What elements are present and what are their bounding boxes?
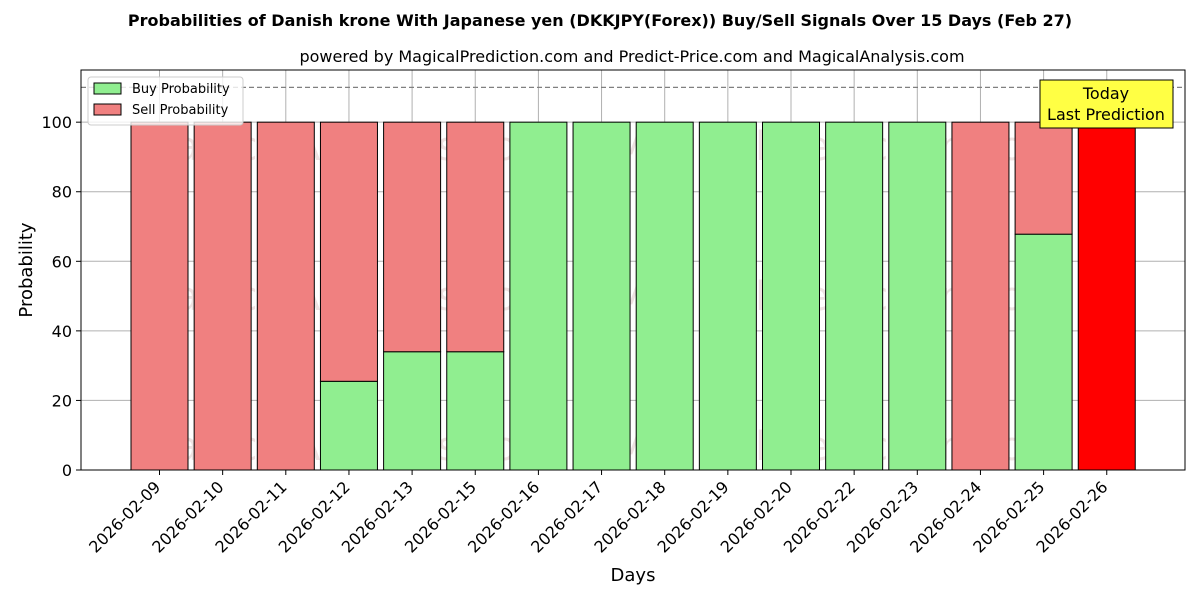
y-tick-label: 40 — [52, 322, 72, 341]
y-axis: 0 20 40 60 80 100 — [41, 113, 81, 480]
legend-swatch-buy — [93, 82, 122, 95]
bar-buy-2026-02-19 — [698, 121, 757, 471]
chart-title: Probabilities of Danish krone With Japan… — [128, 11, 1072, 30]
today-annotation: Today Last Prediction — [1039, 79, 1174, 129]
legend: Buy Probability Sell Probability — [87, 76, 244, 126]
y-axis-label: Probability — [16, 222, 37, 317]
x-axis: 2026-02-092026-02-102026-02-112026-02-12… — [85, 470, 1112, 557]
legend-label-sell: Sell Probability — [132, 103, 229, 118]
bar-sell-2026-02-26 — [1077, 121, 1136, 471]
annotation-line1: Today — [1082, 84, 1129, 103]
bar-buy-2026-02-13 — [383, 351, 442, 471]
plot-frame — [80, 69, 1186, 471]
legend-label-buy: Buy Probability — [132, 82, 230, 97]
bar-sell-2026-02-09 — [130, 121, 189, 471]
annotation-line2: Last Prediction — [1047, 105, 1165, 124]
bar-buy-2026-02-23 — [888, 121, 947, 471]
annotation-box — [1039, 79, 1174, 129]
y-tick-label: 60 — [52, 252, 72, 271]
bar-buy-2026-02-18 — [635, 121, 694, 471]
bar-buy-2026-02-22 — [825, 121, 884, 471]
bar-sell-2026-02-10 — [193, 121, 252, 471]
bar-buy-2026-02-15 — [446, 351, 505, 471]
bar-sell-2026-02-12 — [319, 121, 378, 382]
bar-buy-2026-02-25 — [1014, 233, 1073, 471]
y-tick-label: 20 — [52, 391, 72, 410]
bar-sell-2026-02-11 — [256, 121, 315, 471]
bar-sell-2026-02-13 — [383, 121, 442, 353]
bar-buy-2026-02-17 — [572, 121, 631, 471]
legend-swatch-sell — [93, 103, 122, 116]
x-axis-label: Days — [611, 565, 656, 586]
bar-sell-2026-02-25 — [1014, 121, 1073, 235]
bars — [130, 121, 1136, 471]
y-tick-label: 80 — [52, 183, 72, 202]
bar-sell-2026-02-24 — [951, 121, 1010, 471]
bar-buy-2026-02-16 — [509, 121, 568, 471]
bar-buy-2026-02-12 — [319, 380, 378, 471]
y-tick-label: 0 — [62, 461, 72, 480]
bar-buy-2026-02-20 — [762, 121, 820, 471]
y-tick-label: 100 — [41, 113, 72, 132]
bar-sell-2026-02-15 — [446, 121, 505, 353]
chart-subtitle: powered by MagicalPrediction.com and Pre… — [299, 47, 964, 66]
legend-box — [87, 76, 244, 126]
